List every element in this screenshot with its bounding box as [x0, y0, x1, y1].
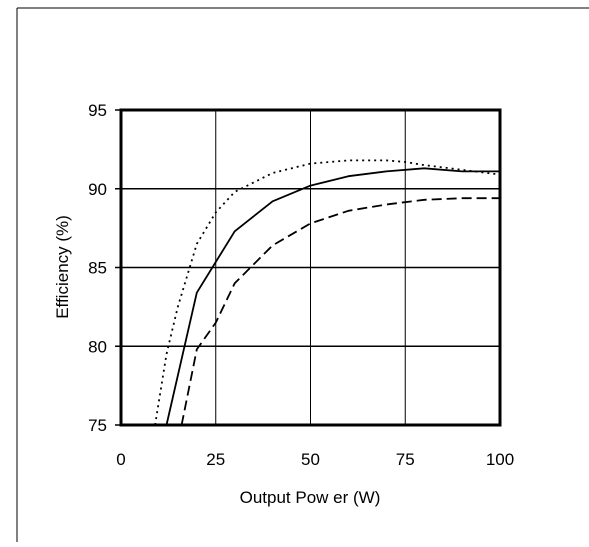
- y-tick-label-85: 85: [88, 259, 107, 278]
- x-axis-title: Output Pow er (W): [240, 488, 381, 507]
- series-group: [154, 159, 501, 426]
- x-tick-label-75: 75: [396, 450, 415, 469]
- y-tick-label-90: 90: [88, 180, 107, 199]
- series-line-dotted: [154, 159, 501, 426]
- x-tick-label-25: 25: [206, 450, 225, 469]
- x-tick-label-100: 100: [486, 450, 514, 469]
- y-tick-label-95: 95: [88, 101, 107, 120]
- series-line-solid: [165, 167, 500, 426]
- y-axis-title: Efficiency (%): [53, 215, 72, 319]
- x-tick-label-0: 0: [116, 450, 125, 469]
- y-tick-label-75: 75: [88, 416, 107, 435]
- series-line-dashed: [180, 197, 500, 426]
- y-tick-label-80: 80: [88, 337, 107, 356]
- x-tick-label-50: 50: [301, 450, 320, 469]
- tick-labels: 0 25 50 75 100 75 80 85 90 95: [88, 101, 514, 469]
